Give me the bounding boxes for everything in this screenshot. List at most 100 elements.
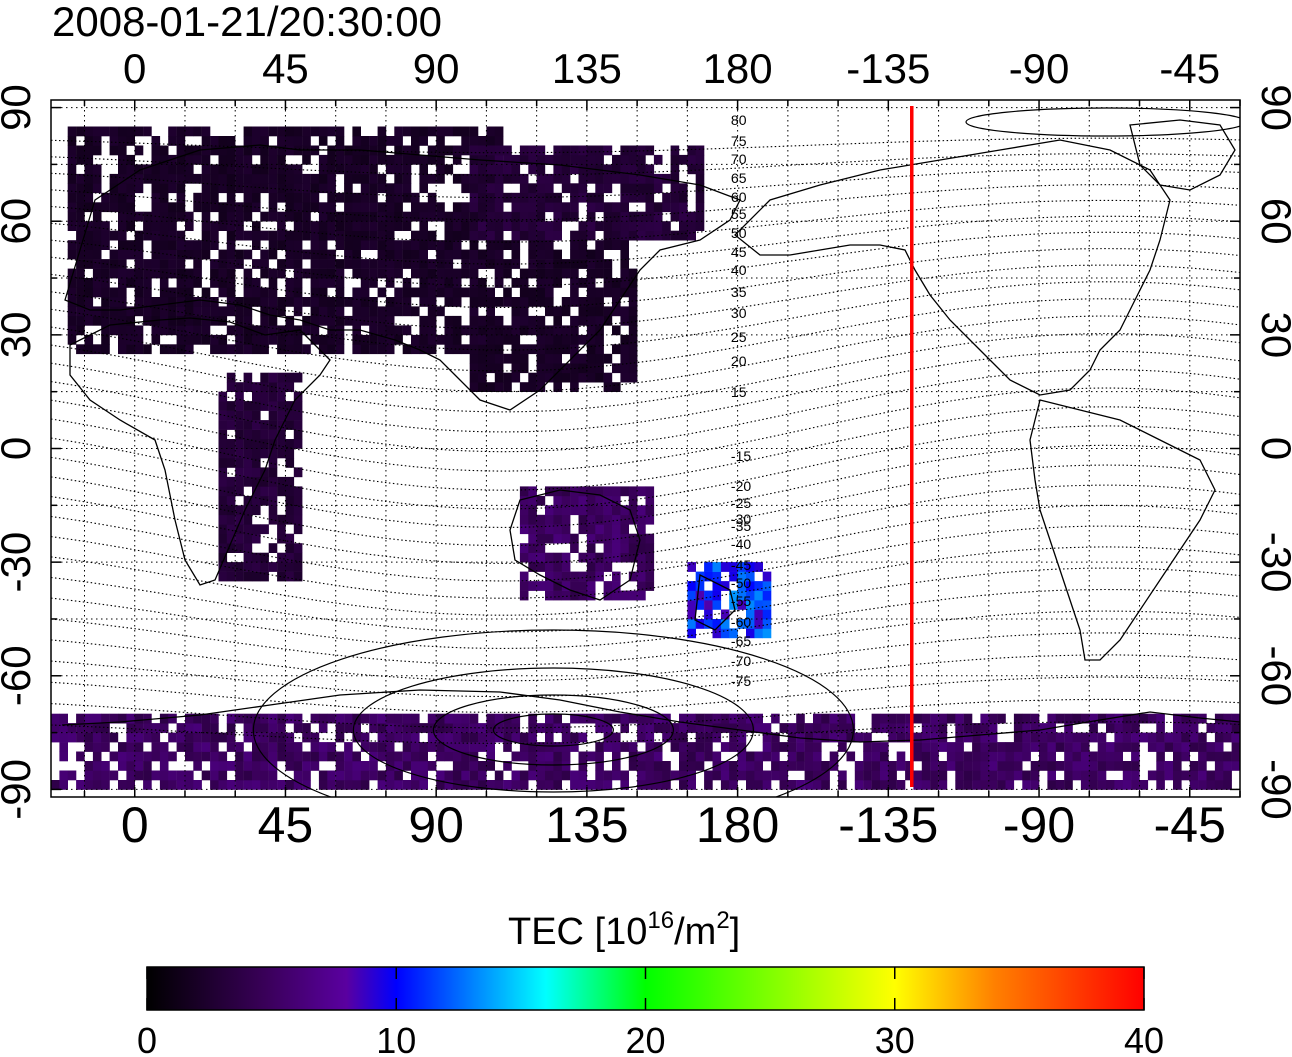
tec-cell [193,742,202,752]
tec-cell [545,249,554,260]
tec-cell [293,192,303,203]
tec-cell [419,751,428,762]
tec-cell [452,325,462,336]
tec-cell [210,259,219,269]
tec-cell [1055,732,1065,743]
tec-cell [126,713,135,724]
tec-cell [519,552,529,563]
tec-cell [268,202,278,213]
tec-cell [637,571,646,582]
tec-cell [988,770,998,781]
tec-cell [1005,751,1015,762]
tec-cell [226,230,236,241]
tec-cell [545,268,554,279]
tec-cell [988,713,998,724]
tec-cell [553,325,562,336]
tec-cell [268,420,278,430]
tec-cell [235,770,244,781]
tec-cell [905,770,914,781]
tec-cell [561,581,571,591]
tec-cell [1181,751,1190,762]
tec-cell [193,259,202,269]
contour-label-south: -45 [731,557,751,573]
tec-cell [1005,761,1015,771]
tec-cell [578,173,588,184]
tec-cell [871,761,881,771]
tec-cell [695,221,705,231]
contour-label-south: -60 [731,614,751,630]
tec-cell [704,600,713,610]
tec-cell [76,344,85,355]
tec-cell [570,164,579,175]
tec-cell [344,192,353,203]
tec-cell [84,287,94,298]
tec-cell [268,458,278,468]
tec-cell [193,249,202,260]
tec-cell [402,192,412,203]
tec-cell [1039,723,1048,733]
tec-cell [335,211,345,222]
tec-cell [452,751,462,762]
tec-cell [720,761,730,771]
tec-cell [268,751,278,762]
tec-cell [369,761,378,771]
tec-cell [519,486,529,497]
tec-cell [603,552,613,563]
tec-cell [302,202,311,213]
colorbar-ticks: 0 10 20 30 40 [137,967,1164,1057]
tec-cell [586,751,596,762]
tec-cell [210,723,219,733]
tec-cell [344,770,353,781]
tec-cell [494,325,504,336]
tec-cell [427,211,437,222]
tec-cell [285,344,295,355]
tec-cell [235,259,244,269]
bottom-longitude-tick-labels: 0 45 90 135 180 -135 -90 -45 [121,797,1226,853]
tec-cell [268,723,278,733]
tec-cell [335,770,345,781]
tec-cell [201,202,211,213]
tec-cell [486,761,495,771]
tec-cell [243,183,253,194]
tec-cell [1106,780,1115,790]
tec-cell [586,192,596,203]
tec-cell [76,732,85,743]
tec-cell [277,306,286,317]
tec-cell [335,230,345,241]
tec-cell [243,344,253,355]
tec-cell [260,429,269,440]
tec-cell [645,486,655,497]
tec-cell [595,344,604,355]
tec-cell [101,780,110,790]
tec-cell [704,723,713,733]
tec-cell [469,780,479,790]
tec-cell [285,742,295,752]
tec-cell [586,173,596,184]
tec-cell [545,372,554,383]
tec-cell [277,372,286,383]
tec-cell [243,533,253,544]
tec-cell [787,761,797,771]
tec-cell [570,581,579,591]
tec-cell [92,136,102,146]
tec-cell [402,723,412,733]
tec-cell [637,723,646,733]
tec-cell [586,533,596,544]
tec-cell [369,145,378,156]
tec-cell [511,315,521,326]
tec-cell [277,136,286,146]
tec-cell [360,732,370,743]
tec-cell [360,173,370,184]
tec-cell [101,344,110,355]
tec-cell [226,514,236,525]
tec-cell [1064,780,1073,790]
tec-cell [252,334,261,345]
tec-cell [452,713,462,724]
tec-cell [637,732,646,743]
tec-cell [503,372,512,383]
tec-cell [469,202,479,213]
tec-cell [201,751,211,762]
tec-cell [385,780,395,790]
tec-cell [720,628,730,639]
tec-cell [411,742,420,752]
